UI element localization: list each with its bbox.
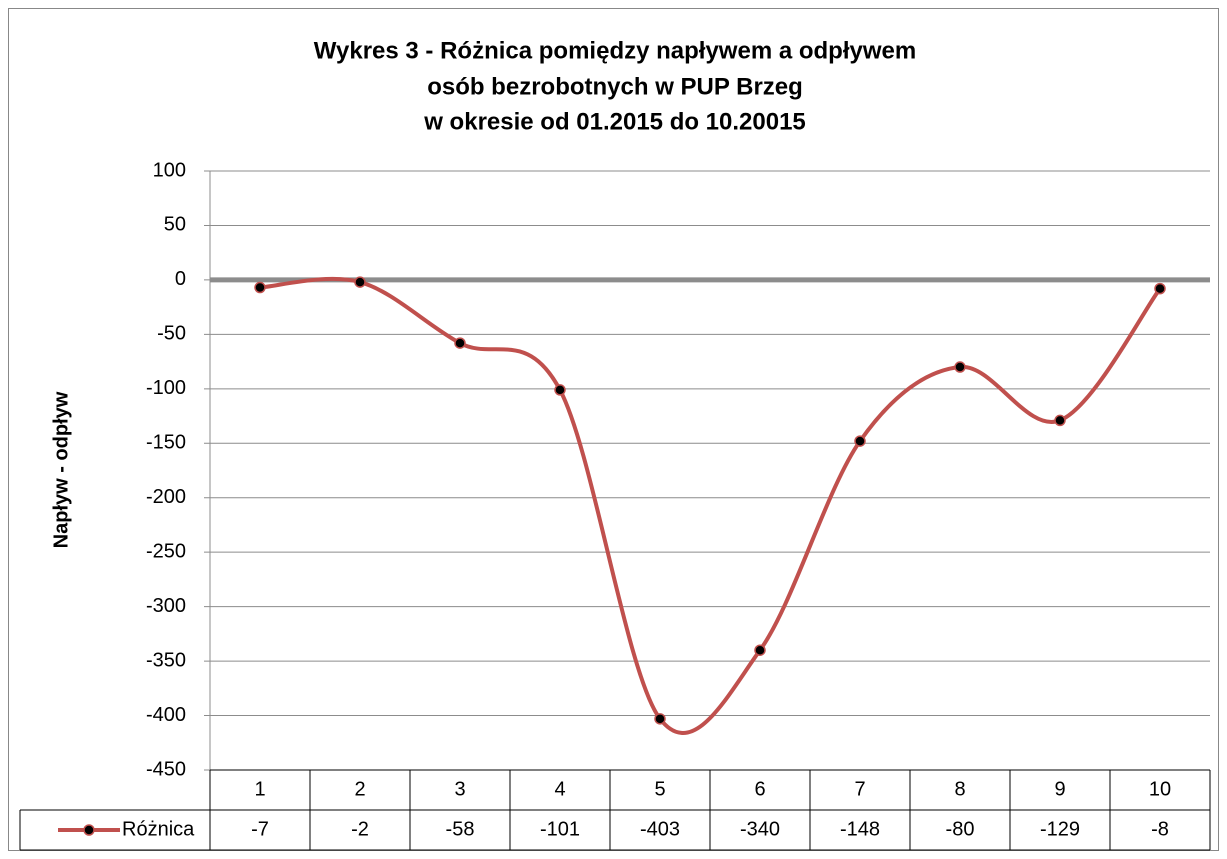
y-axis-label: Napływ - odpływ [50,391,72,548]
point-marker [1154,282,1166,295]
table-value: -8 [1151,818,1169,840]
chart-title: osób bezrobotnych w PUP Brzeg [427,73,803,100]
table-value: -58 [446,818,475,840]
point-marker [454,337,466,349]
legend-marker [83,824,95,836]
point-marker [754,644,766,656]
y-tick-label: -350 [146,649,186,671]
y-tick-label: -50 [157,323,186,345]
y-tick-label: -300 [146,595,186,617]
point-marker [1054,414,1066,427]
y-tick-label: 0 [175,268,186,290]
y-tick-label: -400 [146,704,186,726]
point-marker [954,361,966,373]
y-tick-label: -150 [146,432,186,454]
x-tick-label: 1 [254,778,265,800]
table-value: -148 [840,818,880,840]
point-marker [854,435,866,447]
x-tick-label: 8 [954,778,965,800]
table-value: -101 [540,818,580,840]
table-value: -2 [351,818,369,840]
x-tick-label: 4 [554,778,565,800]
y-tick-label: -200 [146,486,186,508]
y-tick-label: -250 [146,540,186,562]
point-marker [354,276,366,288]
table-value: -340 [740,818,780,840]
table-value: -129 [1040,818,1080,840]
table-value: -80 [946,818,975,840]
point-marker [254,281,266,294]
x-tick-label: 5 [654,778,665,800]
chart-title: w okresie od 01.2015 do 10.20015 [423,108,806,135]
x-tick-label: 3 [454,778,465,800]
legend-label: Różnica [122,818,195,840]
x-tick-label: 7 [854,778,865,800]
y-tick-label: 100 [153,159,186,181]
x-tick-label: 2 [354,778,365,800]
point-marker [654,713,666,725]
series-line [259,276,1162,735]
table-value: -7 [251,818,269,840]
chart-title: Wykres 3 - Różnica pomiędzy napływem a o… [314,37,916,64]
y-tick-label: -100 [146,377,186,399]
y-tick-label: -450 [146,758,186,780]
x-tick-label: 6 [754,778,765,800]
table-value: -403 [640,818,680,840]
x-tick-label: 10 [1149,778,1171,800]
point-marker [554,384,566,396]
x-tick-label: 9 [1054,778,1065,800]
y-tick-label: 50 [164,214,186,236]
